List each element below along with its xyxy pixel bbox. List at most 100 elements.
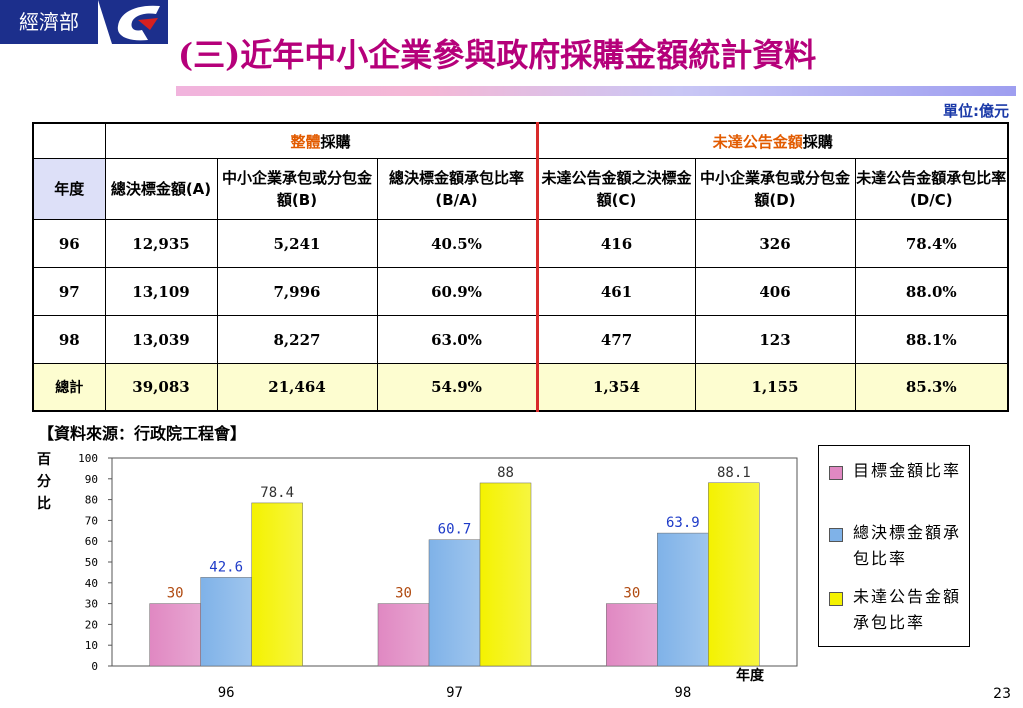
bar-value-label: 30 [167,586,184,602]
column-header: 未達公告金額承包比率(D/C) [854,158,1009,220]
table-column-header-row: 年度 總決標金額(A) 中小企業承包或分包金額(B) 總決標金額承包比率(B/A… [32,158,1009,220]
bar-97-series-2 [479,482,532,667]
y-axis-label: 分 [37,474,51,490]
legend-label: 總決標金額承包比率 [853,523,962,568]
title-underline [176,86,1016,96]
y-tick-label: 100 [78,452,98,465]
unit-label: 單位:億元 [943,102,1009,120]
legend-swatch [829,528,843,542]
table-cell: 7,996 [216,267,378,316]
table-row: 97 13,109 7,996 60.9% 461 406 88.0% [32,267,1009,316]
y-tick-label: 30 [85,598,98,611]
table-cell: 5,241 [216,219,378,268]
bar-96-series-0 [149,603,201,667]
legend-label: 目標金額比率 [853,461,962,480]
column-header: 總決標金額承包比率(B/A) [376,158,538,220]
table-cell: 21,464 [216,363,378,412]
table-cell: 1,155 [694,363,856,412]
legend-swatch [829,592,843,606]
table-cell: 88.0% [854,267,1009,316]
table-cell: 461 [535,267,696,316]
table-cell: 54.9% [376,363,538,412]
x-tick-label: 96 [218,685,235,701]
x-tick-label: 97 [446,685,463,701]
bar-97-series-1 [428,539,481,667]
bar-98-series-0 [606,603,658,667]
table-row: 96 12,935 5,241 40.5% 416 326 78.4% [32,219,1009,268]
table-cell: 13,109 [104,267,218,316]
ministry-logo-label: 經濟部 [0,0,98,44]
y-tick-label: 90 [85,473,98,486]
y-tick-label: 0 [91,660,98,673]
table-cell: 12,935 [104,219,218,268]
group-header-highlight: 整體 [290,132,321,151]
table-cell: 416 [535,219,696,268]
bar-value-label: 78.4 [260,485,294,501]
bar-value-label: 63.9 [666,515,700,531]
y-tick-label: 10 [85,639,98,652]
x-tick-label: 98 [674,685,691,701]
table-cell: 97 [32,267,106,316]
group-header-text: 採購 [320,132,351,151]
x-axis-label: 年度 [736,667,765,684]
procurement-table: 整體採購 未達公告金額採購 年度 總決標金額(A) 中小企業承包或分包金額(B)… [32,122,1010,412]
bar-98-series-1 [657,532,709,667]
legend-swatch [829,466,843,480]
bar-value-label: 88.1 [717,465,751,481]
table-corner-cell [32,122,106,159]
table-cell: 96 [32,219,106,268]
table-cell: 總計 [32,363,106,412]
table-total-row: 總計 39,083 21,464 54.9% 1,354 1,155 85.3% [32,363,1009,412]
y-tick-label: 40 [85,577,98,590]
bar-chart: 0 10 20 30 40 50 60 70 80 90 100 百分比 30 42.6 78.4 96 30 6… [37,452,798,701]
page-title: (三)近年中小企業參與政府採購金額統計資料 [178,36,817,74]
table-cell: 60.9% [376,267,538,316]
table-cell: 98 [32,315,106,364]
chart-legend: 目標金額比率 總決標金額承包比率 未達公告金額承包比率 [818,445,970,647]
source-note: 【資料來源：行政院工程會】 [38,424,247,443]
bar-value-label: 30 [623,586,640,602]
column-header: 中小企業承包或分包金額(B) [216,158,378,220]
page-number: 23 [993,686,1011,702]
table-cell: 8,227 [216,315,378,364]
legend-label: 未達公告金額承包比率 [853,587,962,632]
table-group-header-row: 整體採購 未達公告金額採購 [32,122,1009,159]
group-header-overall: 整體採購 [104,122,538,159]
table-cell: 326 [694,219,856,268]
table-cell: 63.0% [376,315,538,364]
table-cell: 13,039 [104,315,218,364]
bar-97-series-0 [377,603,430,667]
bar-value-label: 42.6 [209,559,243,575]
y-tick-label: 80 [85,494,98,507]
bar-value-label: 60.7 [438,522,472,538]
table-cell: 406 [694,267,856,316]
y-tick-label: 70 [85,514,98,527]
column-header: 中小企業承包或分包金額(D) [694,158,856,220]
group-header-text: 採購 [802,132,833,151]
table-cell: 88.1% [854,315,1009,364]
table-cell: 40.5% [376,219,538,268]
column-header: 未達公告金額之決標金額(C) [535,158,696,220]
bar-96-series-1 [200,577,252,667]
bar-98-series-2 [708,482,760,667]
y-axis-label: 百 [37,452,51,468]
table-cell: 477 [535,315,696,364]
table-cell: 85.3% [854,363,1009,412]
bar-96-series-2 [251,502,303,667]
y-tick-label: 50 [85,556,98,569]
bar-value-label: 88 [497,465,514,481]
table-cell: 39,083 [104,363,218,412]
ministry-logo-icon [98,0,168,44]
bar-value-label: 30 [395,586,412,602]
group-header-below-threshold: 未達公告金額採購 [535,122,1009,159]
group-header-highlight: 未達公告金額 [712,132,803,151]
y-tick-label: 20 [85,618,98,631]
table-cell: 1,354 [535,363,696,412]
column-header: 年度 [32,158,106,220]
column-header: 總決標金額(A) [104,158,218,220]
y-tick-label: 60 [85,535,98,548]
y-axis-label: 比 [37,495,51,512]
table-cell: 123 [694,315,856,364]
table-cell: 78.4% [854,219,1009,268]
table-row: 98 13,039 8,227 63.0% 477 123 88.1% [32,315,1009,364]
